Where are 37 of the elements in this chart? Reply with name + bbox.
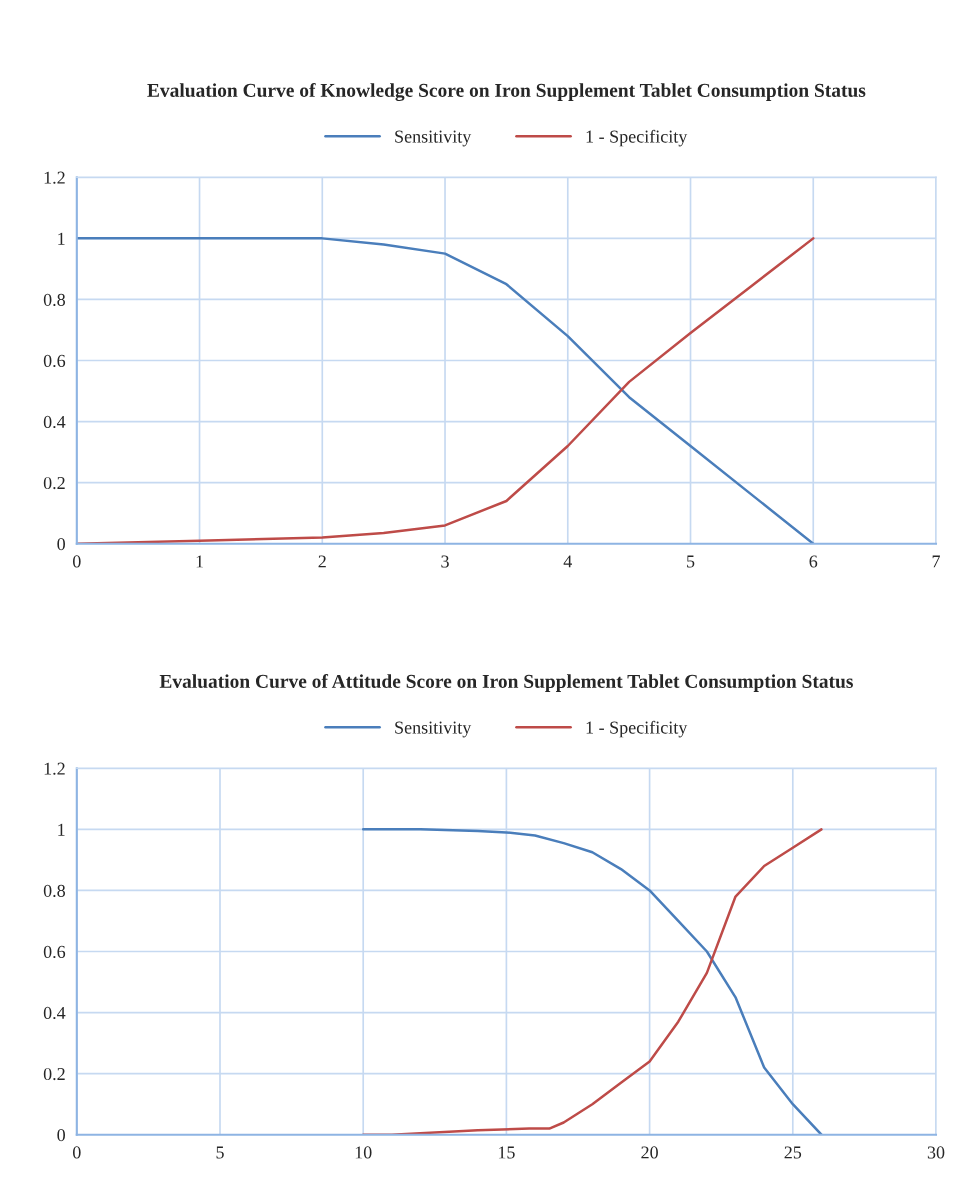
x-tick-label: 5 [687, 555, 695, 568]
y-tick-label: 0 [57, 537, 65, 551]
x-tick-label: 5 [216, 1146, 224, 1159]
y-tick-label: 0.6 [43, 945, 66, 959]
x-tick-label: 15 [498, 1146, 515, 1159]
y-tick-label: 0.8 [43, 884, 65, 897]
legend-label: Sensitivity [395, 130, 472, 147]
y-tick-label: 1.2 [44, 762, 65, 775]
x-tick-label: 6 [809, 555, 818, 568]
y-tick-label: 0.8 [43, 293, 65, 306]
x-tick-label: 1 [196, 555, 203, 568]
legend-label: Sensitivity [395, 721, 472, 738]
y-tick-label: 1 [58, 232, 65, 245]
legend-label: 1 - Specificity [586, 129, 688, 147]
chart-title: Evaluation Curve of Knowledge Score on Iron Supplement Tablet Consumption Status [147, 83, 866, 102]
legend-label: 1 - Specificity [586, 720, 688, 738]
y-tick-label: 1 [58, 823, 65, 836]
x-tick-label: 20 [641, 1146, 658, 1159]
x-tick-label: 7 [932, 555, 940, 568]
y-tick-label: 0.4 [43, 415, 66, 429]
y-tick-label: 0.6 [43, 354, 66, 368]
chart-title: Evaluation Curve of Attitude Score on Iron Supplement Tablet Consumption Status [159, 674, 853, 692]
x-tick-label: 0 [72, 555, 81, 568]
y-tick-label: 0.2 [43, 476, 65, 490]
line-series [76, 237, 815, 544]
y-tick-label: 0 [57, 1128, 65, 1142]
line-series [361, 828, 823, 1135]
x-tick-label: 10 [355, 1146, 372, 1159]
y-tick-label: 1.2 [44, 171, 65, 184]
x-tick-label: 2 [318, 555, 326, 568]
x-tick-label: 0 [72, 1146, 81, 1159]
x-tick-label: 30 [927, 1146, 945, 1159]
y-tick-label: 0.2 [43, 1067, 65, 1081]
y-tick-label: 0.4 [43, 1006, 66, 1020]
x-tick-label: 4 [563, 555, 572, 568]
x-tick-label: 25 [784, 1146, 802, 1159]
x-tick-label: 3 [441, 555, 449, 568]
